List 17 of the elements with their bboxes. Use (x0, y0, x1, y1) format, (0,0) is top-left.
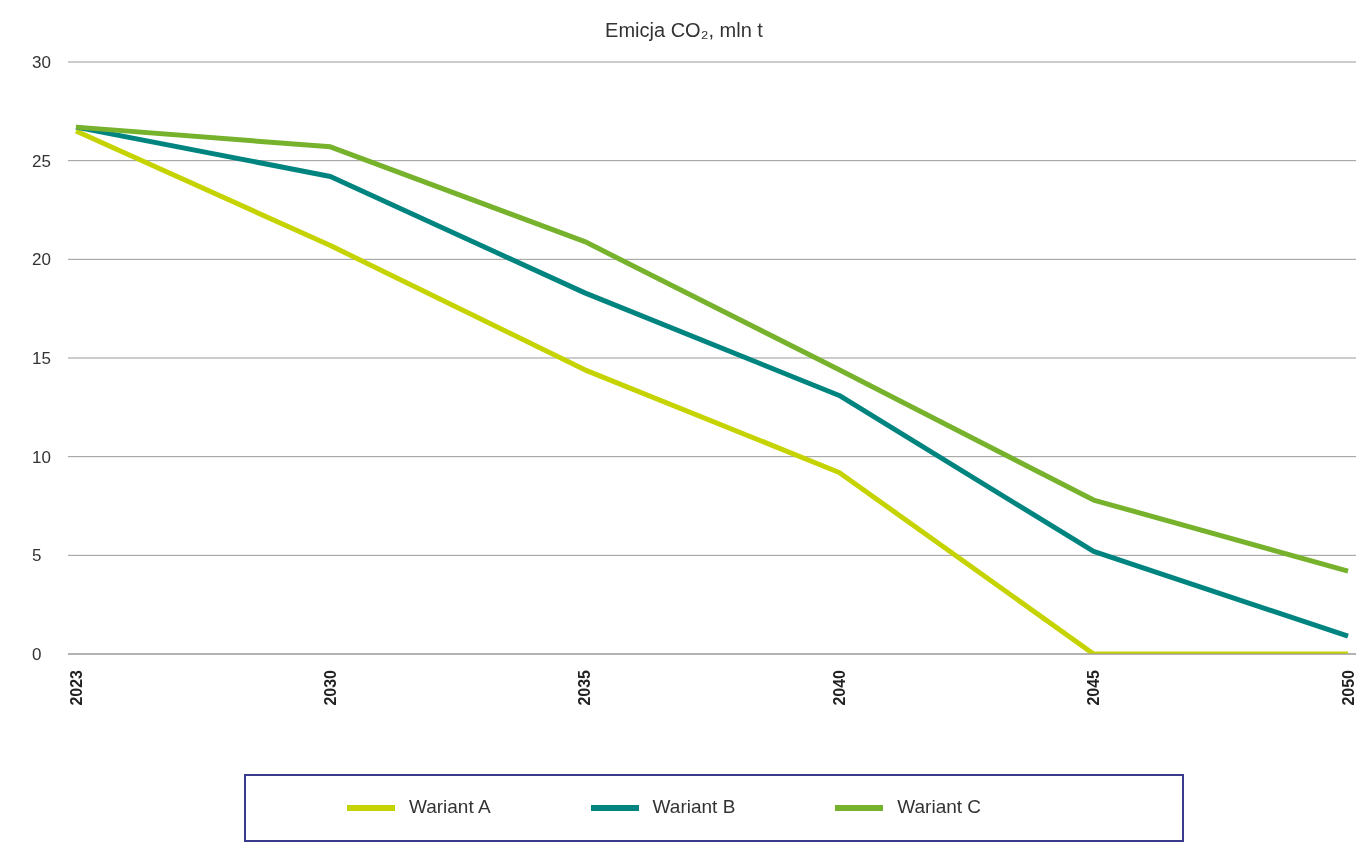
x-tick-label: 2045 (1085, 669, 1103, 706)
y-tick-label: 25 (32, 151, 51, 171)
legend-label: Wariant A (408, 796, 491, 818)
y-tick-label: 30 (32, 53, 51, 73)
x-tick-label: 2040 (830, 669, 848, 706)
y-tick-label: 10 (32, 447, 51, 467)
x-tick-label: 2050 (1339, 669, 1357, 706)
y-tick-label: 0 (32, 645, 42, 665)
x-tick-label: 2030 (321, 669, 339, 706)
legend-label: Wariant B (652, 796, 736, 818)
x-tick-label: 2023 (67, 669, 85, 706)
chart-title: Emicja CO₂, mln t (604, 18, 764, 43)
y-tick-label: 20 (32, 250, 51, 270)
y-tick-label: 15 (32, 349, 51, 369)
y-tick-label: 5 (32, 546, 42, 566)
x-tick-label: 2035 (576, 669, 594, 706)
legend-label: Wariant C (897, 796, 982, 818)
